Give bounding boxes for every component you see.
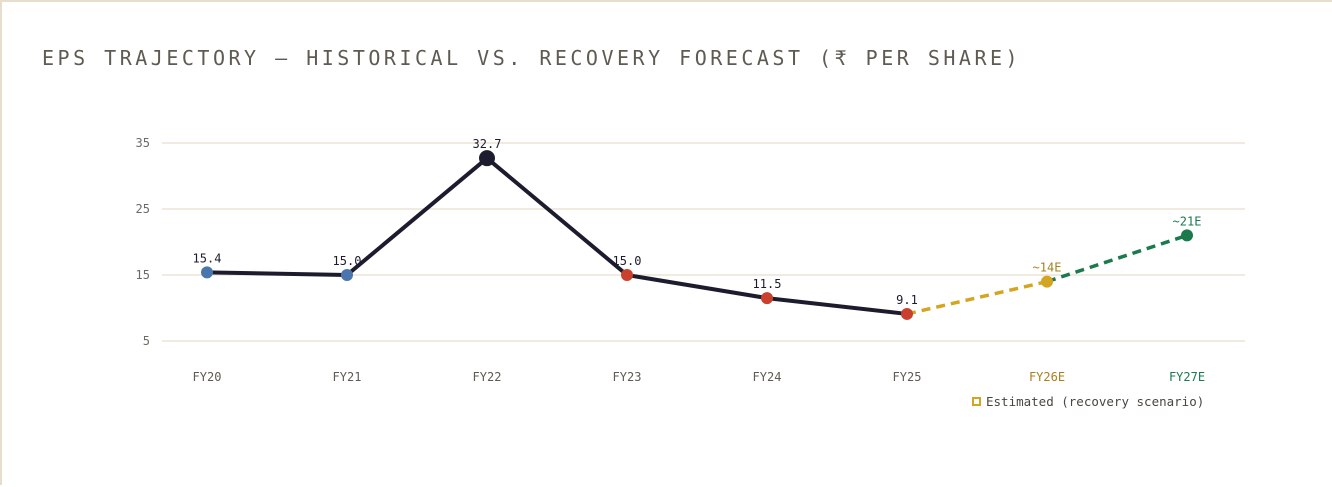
legend-estimated-swatch — [972, 397, 981, 406]
x-tick-label-fy24: FY24 — [753, 370, 782, 384]
x-tick-label-fy27e: FY27E — [1169, 370, 1205, 384]
x-tick-label-fy21: FY21 — [333, 370, 362, 384]
x-tick-label-fy20: FY20 — [193, 370, 222, 384]
data-label-fy26e: ~14E — [1033, 261, 1062, 275]
y-tick-label-5: 5 — [143, 334, 150, 348]
y-tick-label-25: 25 — [136, 202, 150, 216]
legend: Estimated (recovery scenario) — [972, 394, 1204, 409]
series-lines — [205, 156, 1188, 316]
point-fy20 — [201, 266, 213, 279]
chart-title: EPS TRAJECTORY — HISTORICAL VS. RECOVERY… — [42, 46, 1022, 70]
data-label-fy27e: ~21E — [1173, 214, 1202, 228]
y-axis-ticks: 5 15 25 35 — [136, 136, 150, 348]
data-label-fy25: 9.1 — [896, 293, 918, 307]
grid-lines — [162, 142, 1245, 342]
y-tick-label-15: 15 — [136, 268, 150, 282]
x-tick-label-fy26e: FY26E — [1029, 370, 1065, 384]
data-label-fy20: 15.4 — [193, 251, 222, 265]
x-tick-label-fy23: FY23 — [613, 370, 642, 384]
point-fy21 — [341, 269, 353, 281]
point-fy26e — [1041, 275, 1053, 288]
point-fy25 — [901, 307, 913, 320]
point-fy27e — [1181, 229, 1193, 242]
forecast-segment-fy26e — [906, 279, 1048, 316]
x-tick-label-fy22: FY22 — [473, 370, 502, 384]
historical-eps-line — [205, 156, 909, 316]
forecast-segment-fy27e — [1046, 233, 1188, 284]
data-label-fy21: 15.0 — [333, 254, 362, 268]
point-fy24 — [761, 292, 773, 305]
legend-estimated-label: Estimated (recovery scenario) — [986, 394, 1205, 409]
data-label-fy22: 32.7 — [473, 137, 502, 151]
point-fy23 — [621, 269, 633, 281]
y-tick-label-35: 35 — [136, 136, 150, 150]
x-axis-ticks: FY20 FY21 FY22 FY23 FY24 FY25 FY26E FY27E — [193, 370, 1206, 384]
data-label-fy23: 15.0 — [613, 254, 642, 268]
x-tick-label-fy25: FY25 — [893, 370, 922, 384]
data-markers — [201, 150, 1193, 320]
data-label-fy24: 11.5 — [753, 277, 782, 291]
data-labels: 15.4 15.0 32.7 15.0 11.5 9.1 ~14E ~21E — [193, 137, 1202, 307]
point-fy22 — [479, 150, 495, 167]
